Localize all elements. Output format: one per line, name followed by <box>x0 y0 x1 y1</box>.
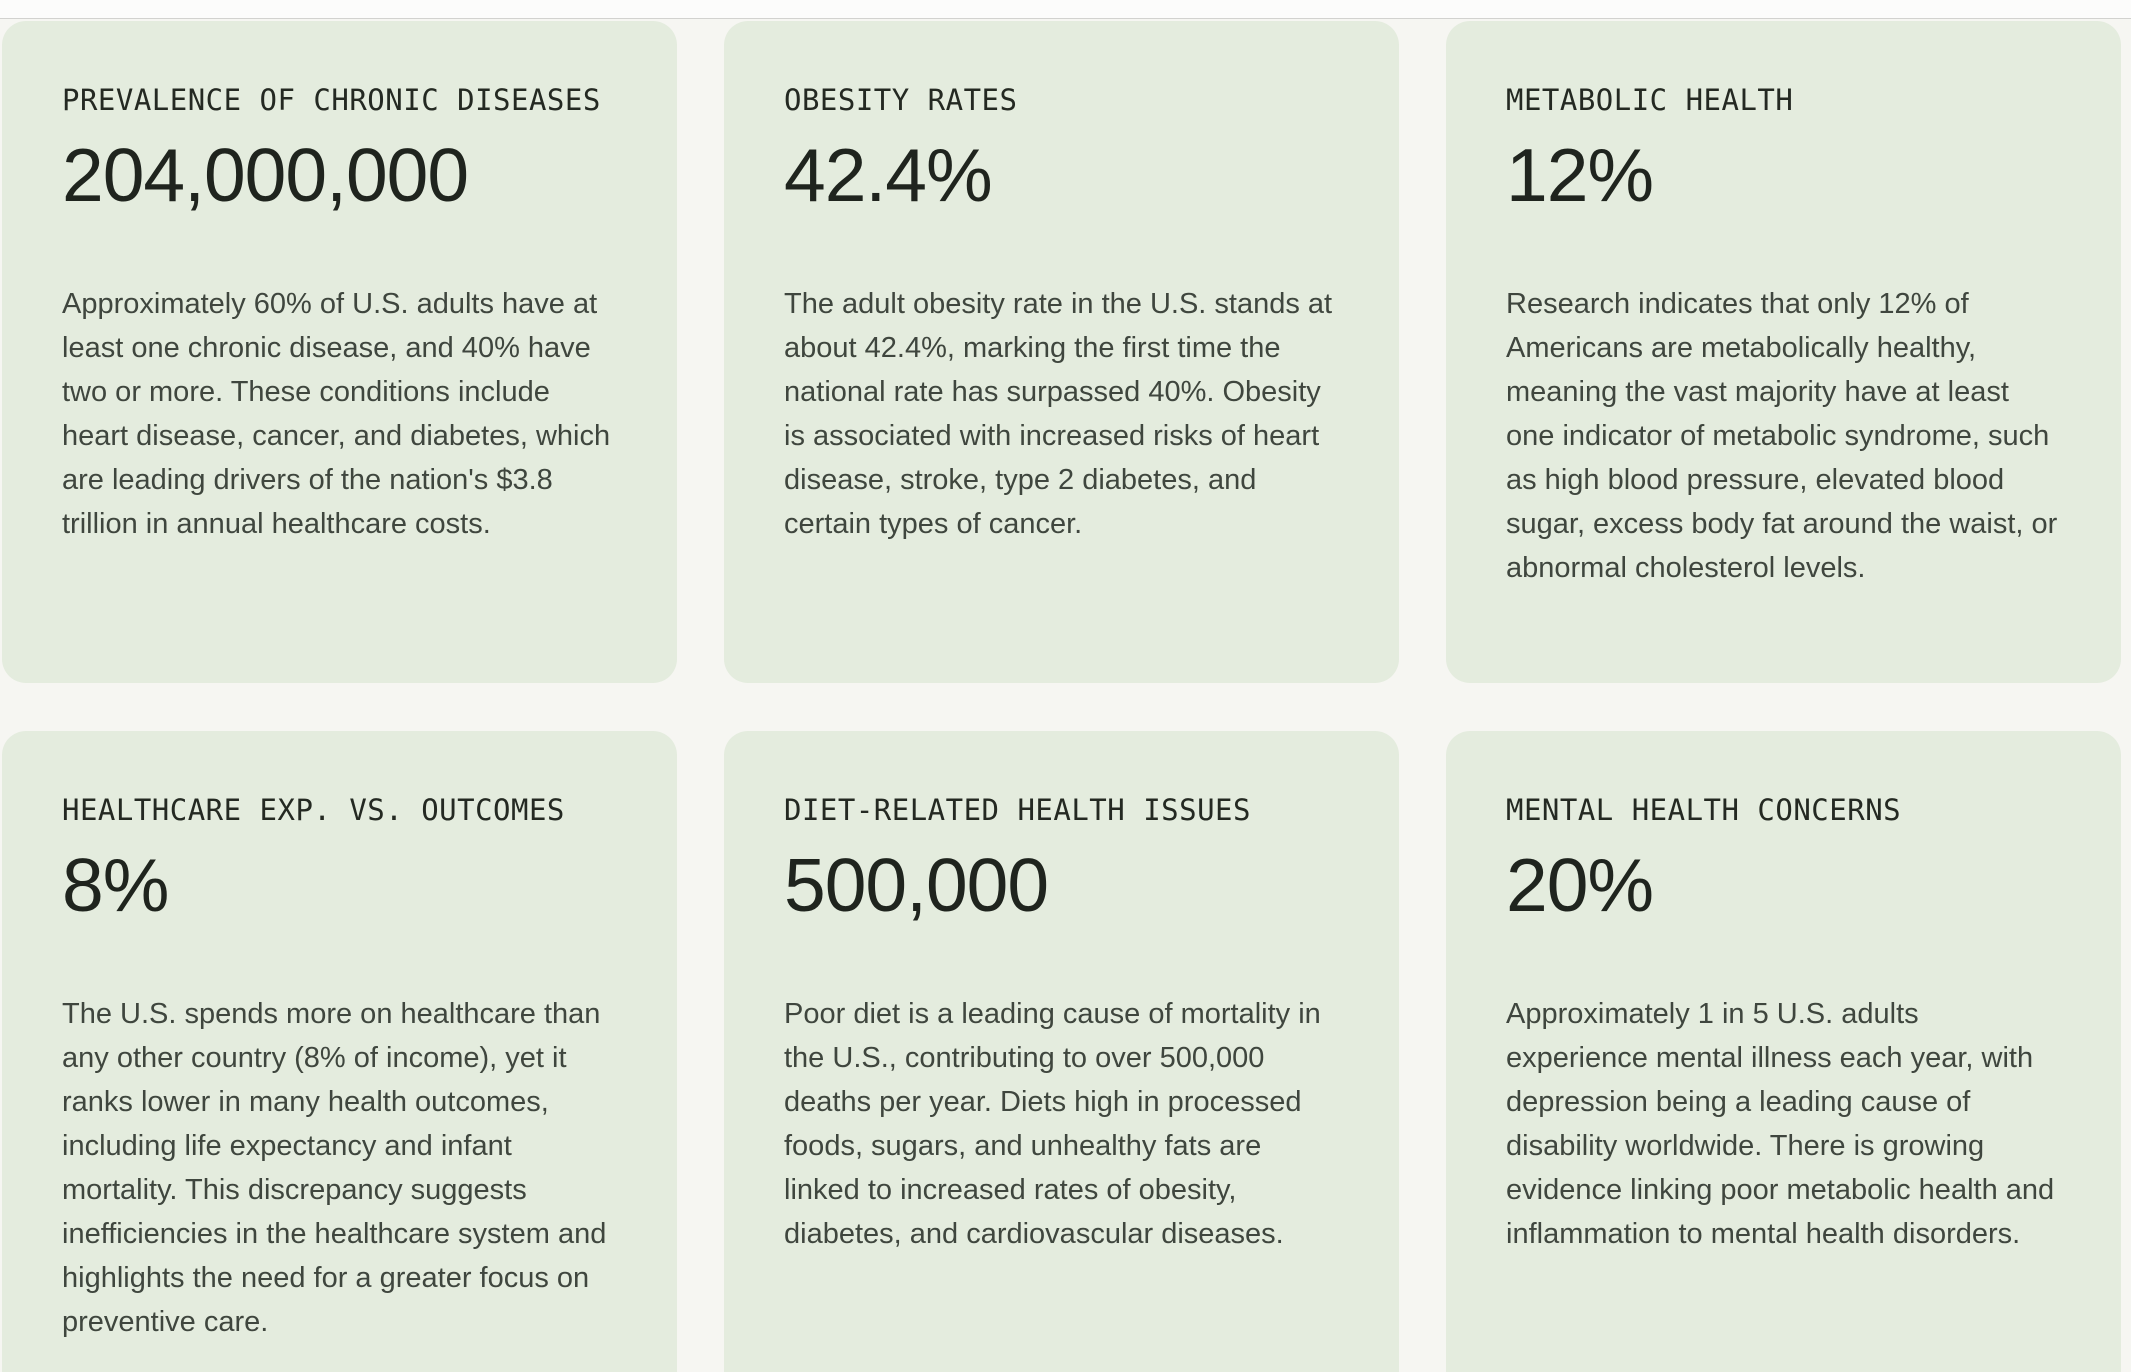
stat-card-metabolic-health: METABOLIC HEALTH 12% Research indicates … <box>1446 21 2121 683</box>
card-value: 204,000,000 <box>62 133 469 217</box>
card-value: 20% <box>1506 843 1654 927</box>
card-label: MENTAL HEALTH CONCERNS <box>1506 793 1902 827</box>
card-label: HEALTHCARE EXP. VS. OUTCOMES <box>62 793 565 827</box>
card-label: DIET-RELATED HEALTH ISSUES <box>784 793 1251 827</box>
stats-grid: PREVALENCE OF CHRONIC DISEASES 204,000,0… <box>2 21 2121 1372</box>
stat-card-diet-related-issues: DIET-RELATED HEALTH ISSUES 500,000 Poor … <box>724 731 1399 1372</box>
top-strip <box>0 0 2131 19</box>
card-value: 42.4% <box>784 133 993 217</box>
card-value: 12% <box>1506 133 1654 217</box>
stat-card-chronic-diseases: PREVALENCE OF CHRONIC DISEASES 204,000,0… <box>2 21 677 683</box>
card-description: Poor diet is a leading cause of mortalit… <box>784 998 1321 1250</box>
card-description: Research indicates that only 12% of Amer… <box>1506 288 2058 584</box>
card-label: METABOLIC HEALTH <box>1506 83 1794 117</box>
card-value: 8% <box>62 843 169 927</box>
card-description: Approximately 60% of U.S. adults have at… <box>62 288 611 540</box>
card-description: The U.S. spends more on healthcare than … <box>62 998 607 1338</box>
card-label: OBESITY RATES <box>784 83 1018 117</box>
stat-card-mental-health: MENTAL HEALTH CONCERNS 20% Approximately… <box>1446 731 2121 1372</box>
stat-card-obesity-rates: OBESITY RATES 42.4% The adult obesity ra… <box>724 21 1399 683</box>
card-value: 500,000 <box>784 843 1049 927</box>
card-label: PREVALENCE OF CHRONIC DISEASES <box>62 83 601 117</box>
card-description: The adult obesity rate in the U.S. stand… <box>784 288 1333 540</box>
stat-card-healthcare-exp-outcomes: HEALTHCARE EXP. VS. OUTCOMES 8% The U.S.… <box>2 731 677 1372</box>
card-description: Approximately 1 in 5 U.S. adults experie… <box>1506 998 2055 1250</box>
